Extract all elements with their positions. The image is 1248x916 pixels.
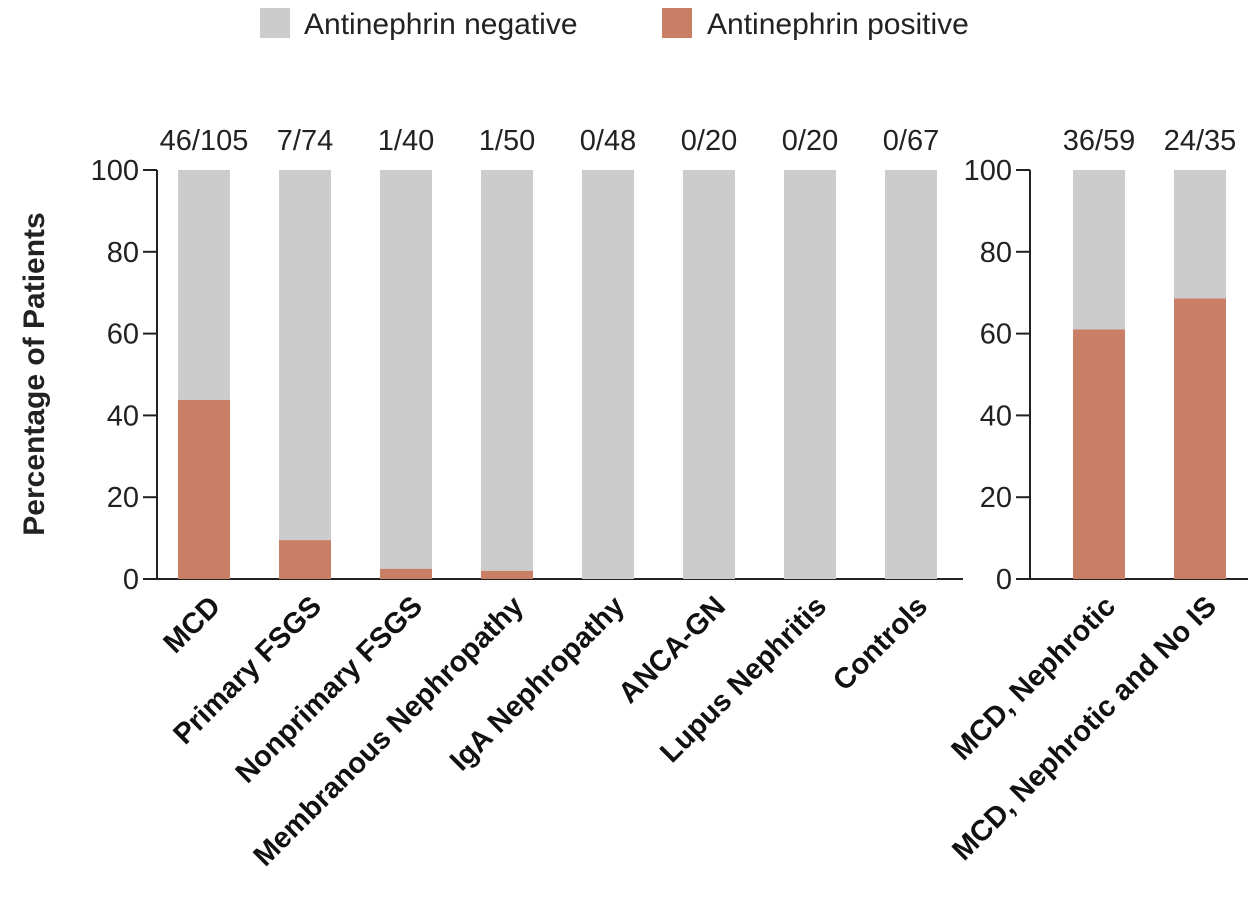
bar-positive (279, 540, 331, 579)
legend-swatch-positive (662, 8, 692, 38)
bar-positive (178, 399, 230, 579)
y-tick-label: 60 (107, 319, 139, 351)
bar-negative (784, 170, 836, 579)
category-label: Nonprimary FSGS (230, 590, 429, 789)
y-tick-label: 0 (996, 564, 1012, 596)
y-tick-label: 100 (964, 155, 1012, 187)
bar-negative (279, 170, 331, 541)
legend-swatch-negative (260, 8, 290, 38)
bar-negative (380, 170, 432, 569)
category-label: MCD (158, 590, 227, 659)
category-label: Controls (827, 590, 934, 697)
bar-count-label: 0/48 (580, 125, 636, 157)
bar-negative (1073, 170, 1125, 330)
y-tick-label: 20 (107, 482, 139, 514)
bar-negative (481, 170, 533, 571)
category-label: Lupus Nephritis (654, 590, 833, 769)
bar-negative (885, 170, 937, 579)
bar-count-label: 24/35 (1164, 125, 1237, 157)
y-axis-title: Percentage of Patients (18, 212, 51, 535)
bar-count-label: 1/40 (378, 125, 434, 157)
bar-count-label: 0/20 (782, 125, 838, 157)
y-tick-label: 80 (980, 237, 1012, 269)
bar-count-label: 0/20 (681, 125, 737, 157)
category-label: IgA Nephropathy (444, 590, 631, 777)
bar-count-label: 7/74 (277, 125, 333, 157)
bar-negative (1174, 170, 1226, 299)
legend: Antinephrin negative Antinephrin positiv… (260, 8, 969, 41)
bar-count-label: 0/67 (883, 125, 939, 157)
legend-label-negative: Antinephrin negative (304, 8, 578, 41)
bar-positive (1174, 298, 1226, 579)
bar-positive (1073, 329, 1125, 579)
bar-count-label: 46/105 (160, 125, 249, 157)
bar-negative (582, 170, 634, 579)
bar-positive (481, 570, 533, 579)
y-tick-label: 80 (107, 237, 139, 269)
y-tick-label: 100 (91, 155, 139, 187)
bar-negative (178, 170, 230, 400)
bar-negative (683, 170, 735, 579)
y-tick-label: 40 (980, 400, 1012, 432)
bar-count-label: 1/50 (479, 125, 535, 157)
legend-label-positive: Antinephrin positive (707, 8, 969, 41)
y-tick-label: 60 (980, 319, 1012, 351)
y-tick-label: 40 (107, 400, 139, 432)
bar-count-label: 36/59 (1063, 125, 1136, 157)
y-tick-label: 20 (980, 482, 1012, 514)
y-tick-label: 0 (123, 564, 139, 596)
bar-positive (380, 568, 432, 579)
